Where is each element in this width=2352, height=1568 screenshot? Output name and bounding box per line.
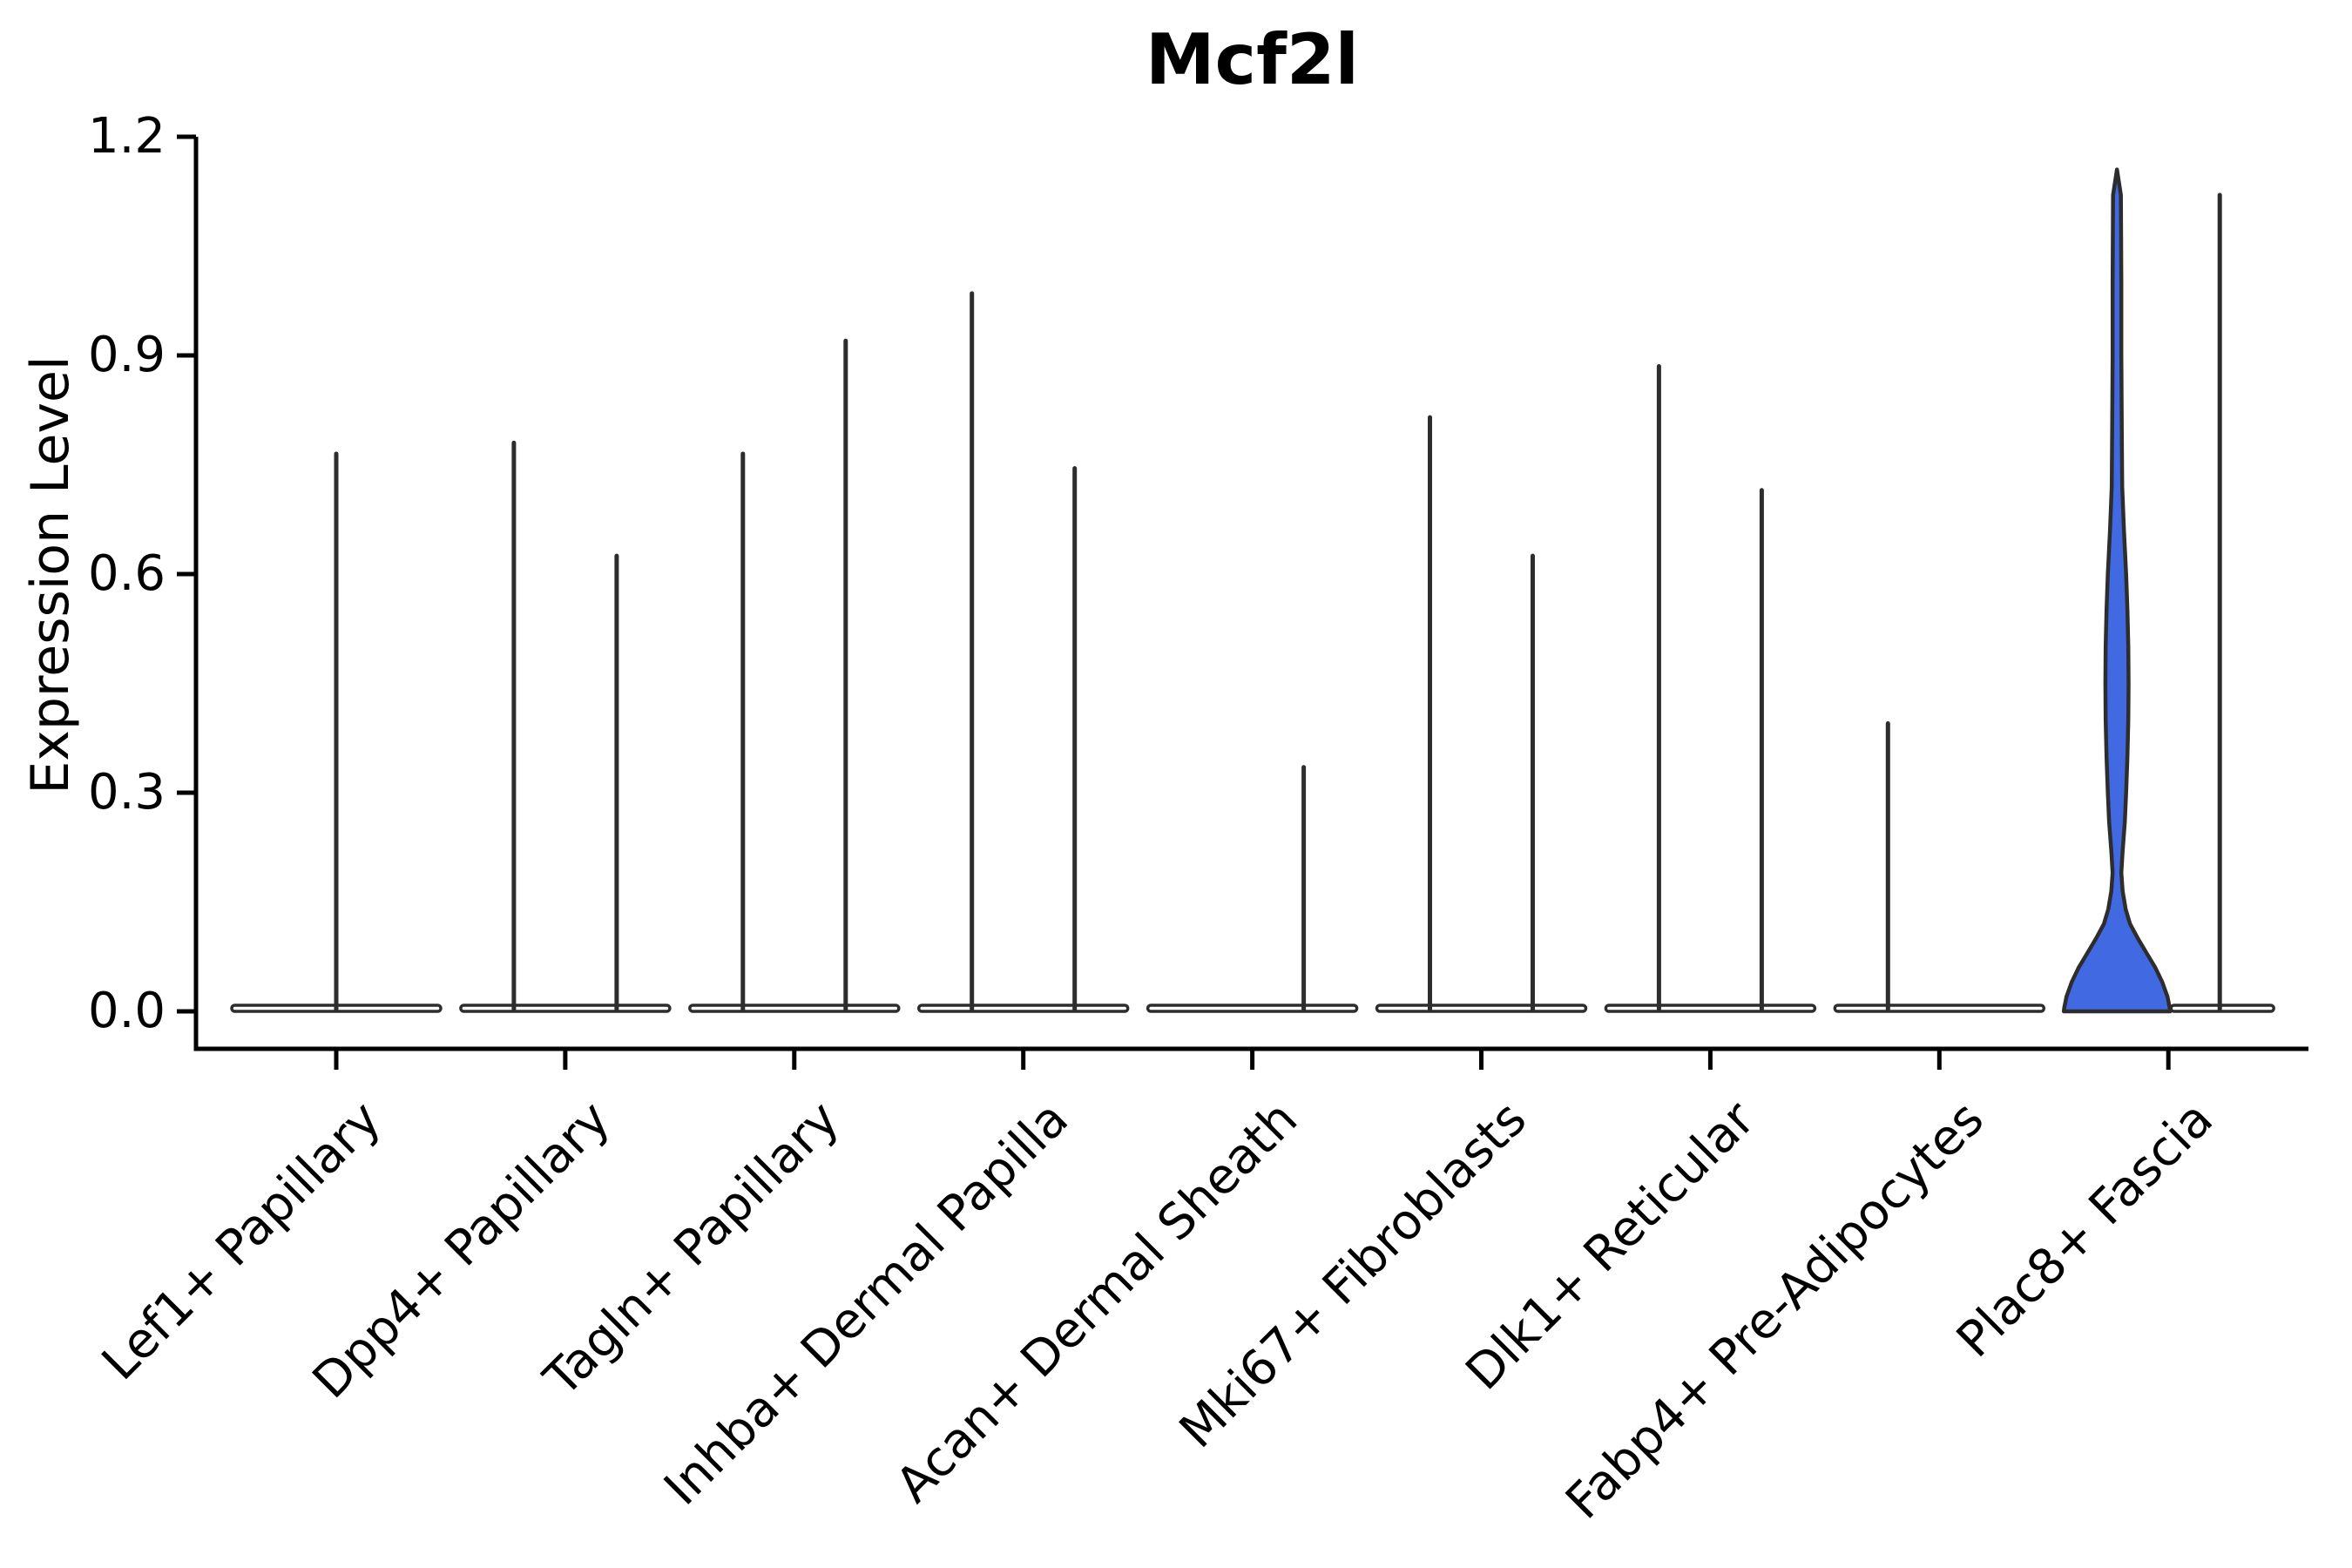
y-tick-label: 1.2: [87, 108, 166, 165]
chart-title: Mcf2l: [1146, 19, 1359, 100]
filled-violin: [2061, 167, 2173, 1014]
y-tick-label: 0.3: [87, 764, 166, 821]
violin-base: [459, 1004, 672, 1013]
violin-base: [688, 1004, 901, 1013]
violin-base: [2169, 1004, 2275, 1013]
violin-base: [1833, 1004, 2046, 1013]
y-tick-label: 0.6: [87, 545, 166, 602]
violin-base: [916, 1004, 1130, 1013]
violin-base: [1375, 1004, 1588, 1013]
y-tick-label: 0.0: [87, 983, 166, 1039]
y-tick-label: 0.9: [87, 327, 166, 383]
violin-base: [1146, 1004, 1359, 1013]
violin-base: [1604, 1004, 1817, 1013]
